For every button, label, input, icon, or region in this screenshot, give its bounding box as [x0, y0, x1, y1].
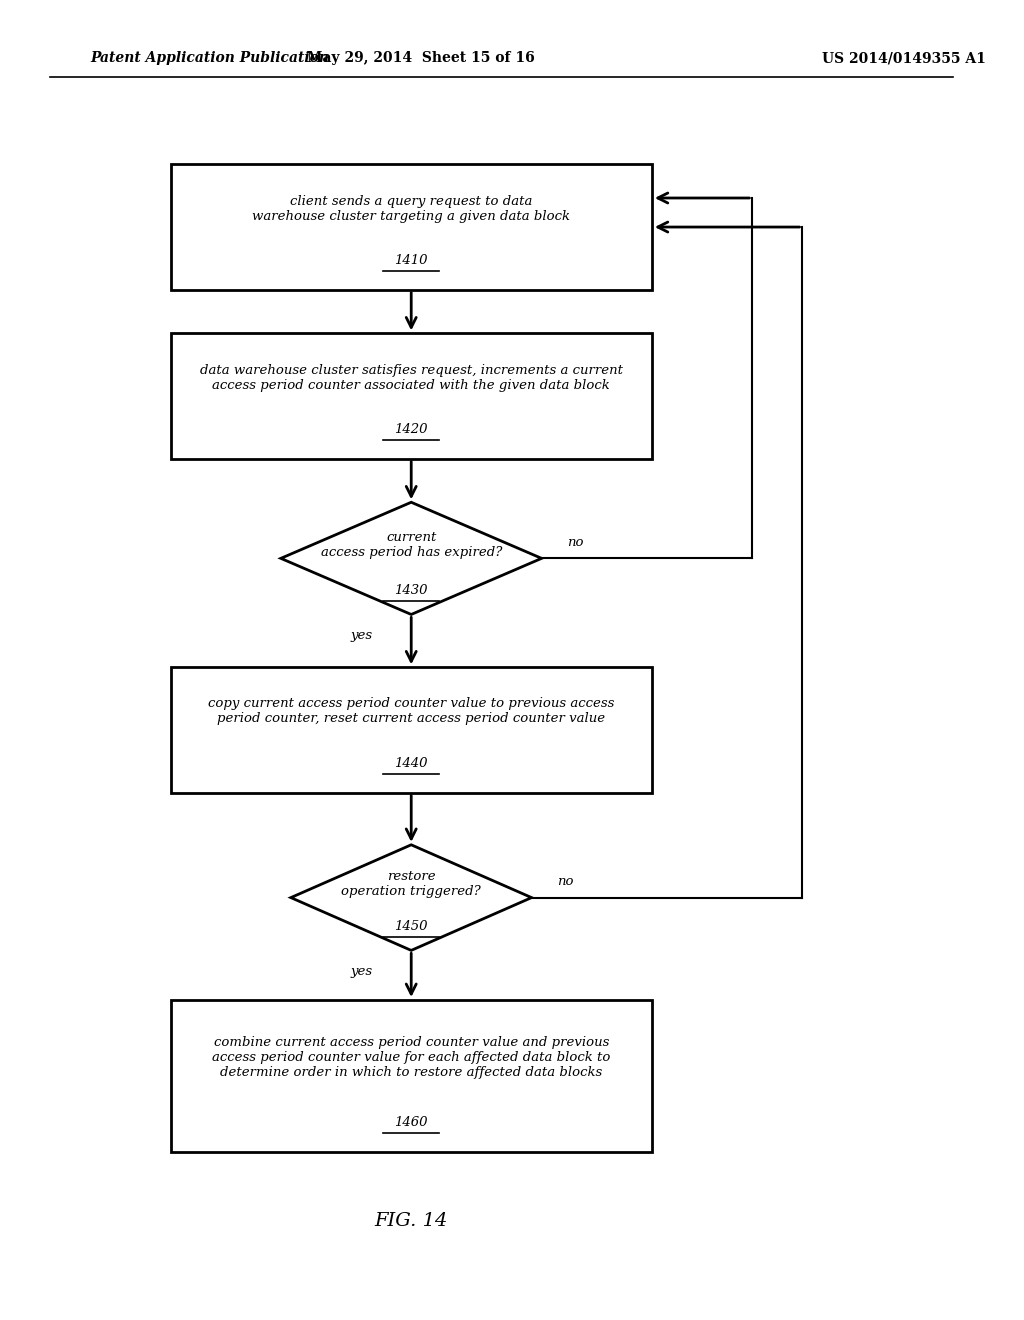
- Text: 1440: 1440: [394, 758, 428, 770]
- Polygon shape: [291, 845, 531, 950]
- Text: May 29, 2014  Sheet 15 of 16: May 29, 2014 Sheet 15 of 16: [307, 51, 536, 65]
- Text: restore
operation triggered?: restore operation triggered?: [341, 870, 481, 899]
- Text: yes: yes: [350, 630, 372, 642]
- FancyBboxPatch shape: [171, 667, 652, 792]
- Text: no: no: [566, 536, 584, 549]
- Text: yes: yes: [350, 965, 372, 978]
- Text: no: no: [557, 875, 573, 888]
- Text: 1420: 1420: [394, 424, 428, 436]
- Text: data warehouse cluster satisfies request, increments a current
access period cou: data warehouse cluster satisfies request…: [200, 363, 623, 392]
- Text: current
access period has expired?: current access period has expired?: [321, 531, 502, 560]
- Text: US 2014/0149355 A1: US 2014/0149355 A1: [822, 51, 986, 65]
- Text: combine current access period counter value and previous
access period counter v: combine current access period counter va…: [212, 1036, 610, 1078]
- Polygon shape: [281, 503, 542, 615]
- Text: client sends a query request to data
warehouse cluster targeting a given data bl: client sends a query request to data war…: [252, 194, 570, 223]
- FancyBboxPatch shape: [171, 165, 652, 290]
- FancyBboxPatch shape: [171, 334, 652, 459]
- Text: copy current access period counter value to previous access
period counter, rese: copy current access period counter value…: [208, 697, 614, 726]
- Text: 1410: 1410: [394, 255, 428, 267]
- Text: 1430: 1430: [394, 585, 428, 597]
- Text: Patent Application Publication: Patent Application Publication: [90, 51, 330, 65]
- FancyBboxPatch shape: [171, 1001, 652, 1151]
- Text: 1460: 1460: [394, 1117, 428, 1129]
- Text: 1450: 1450: [394, 920, 428, 933]
- Text: FIG. 14: FIG. 14: [375, 1212, 447, 1230]
